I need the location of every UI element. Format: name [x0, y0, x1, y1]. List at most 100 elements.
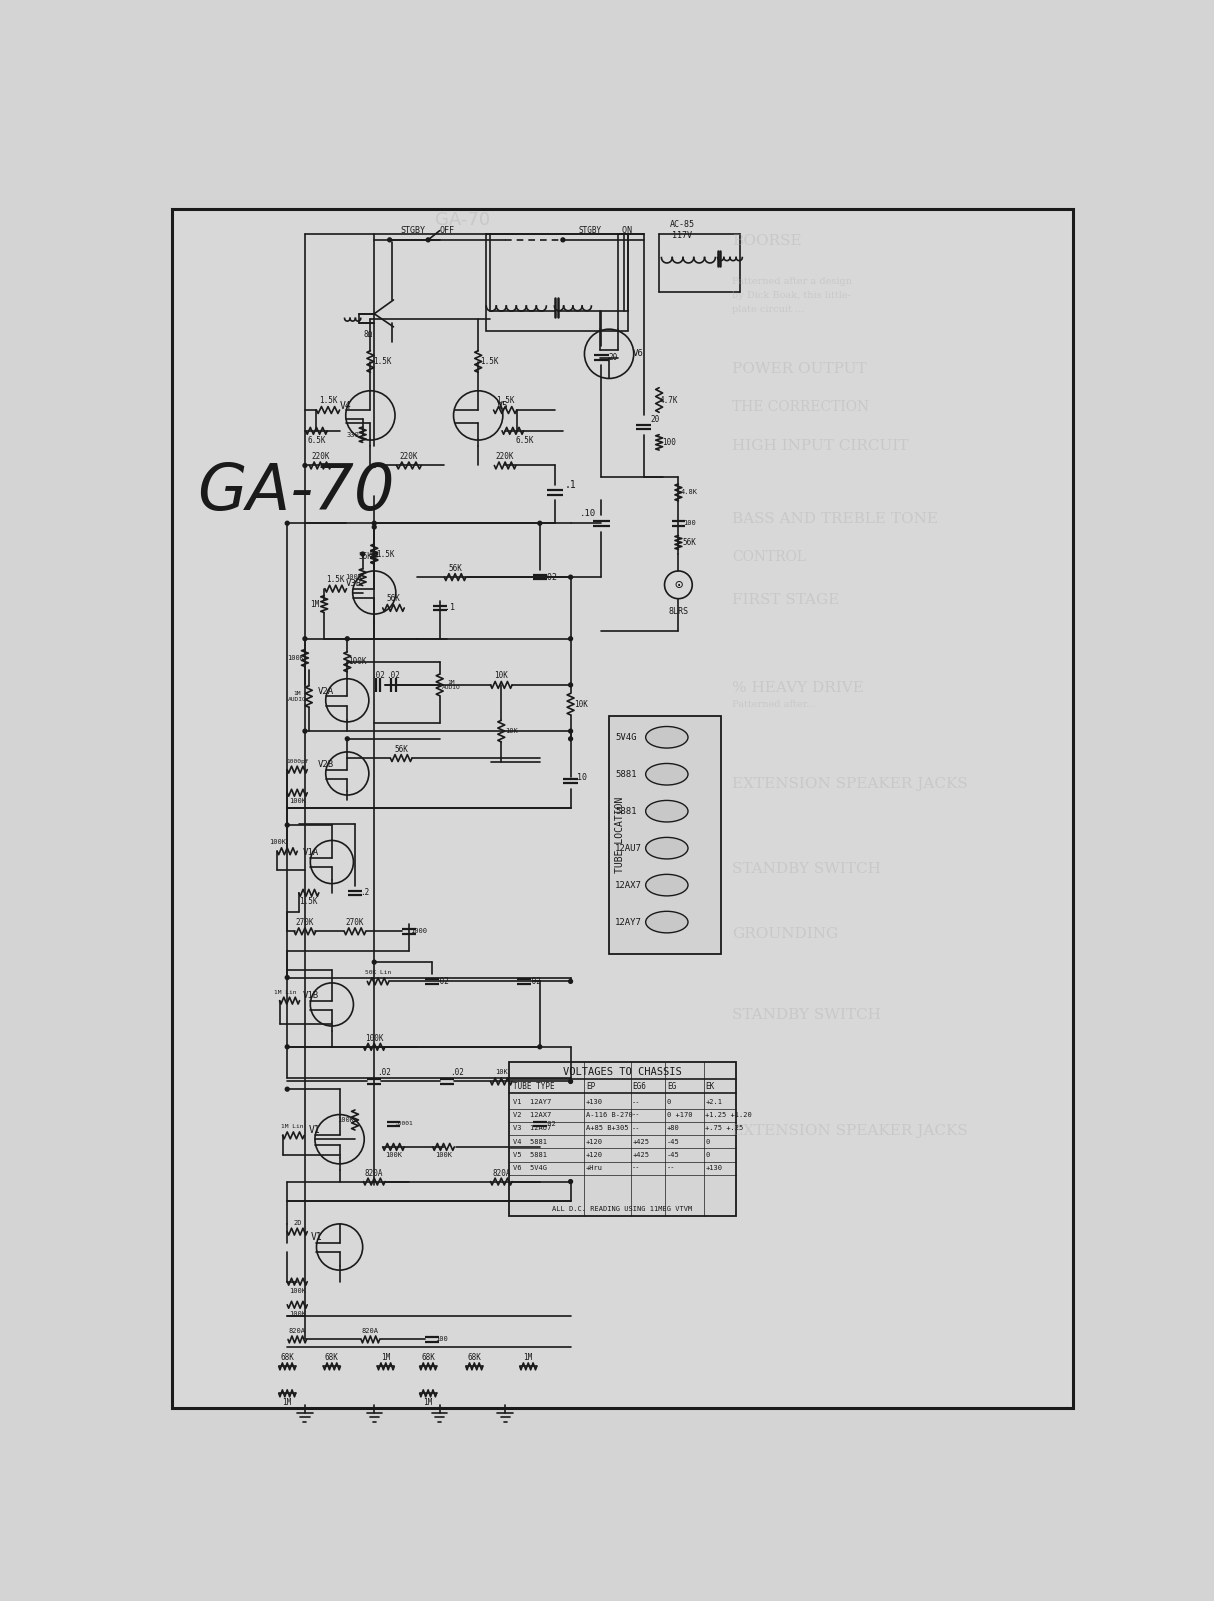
- Text: 100K: 100K: [385, 1153, 402, 1159]
- Text: 5881: 5881: [615, 807, 637, 815]
- Text: 100K: 100K: [288, 655, 305, 661]
- Text: 1M
AUDIO: 1M AUDIO: [442, 679, 460, 690]
- Text: V1A: V1A: [302, 849, 318, 857]
- Text: .1: .1: [444, 604, 455, 613]
- Text: V1: V1: [311, 1233, 323, 1242]
- Text: 56K: 56K: [395, 744, 408, 754]
- Circle shape: [285, 1087, 289, 1092]
- Text: .10: .10: [580, 509, 596, 519]
- Text: EP: EP: [586, 1082, 595, 1092]
- Text: THE CORRECTION: THE CORRECTION: [732, 400, 869, 415]
- Text: --: --: [632, 1100, 641, 1105]
- Circle shape: [538, 1045, 541, 1049]
- Text: --: --: [632, 1126, 641, 1132]
- Text: by Dick Boak, this little-: by Dick Boak, this little-: [732, 291, 851, 299]
- Text: 270K: 270K: [296, 919, 314, 927]
- Text: .0001: .0001: [395, 1121, 413, 1127]
- Text: 1M: 1M: [381, 1353, 391, 1362]
- Text: OFF: OFF: [439, 226, 455, 235]
- Text: ⊙: ⊙: [674, 578, 682, 592]
- Text: 1.5K: 1.5K: [319, 397, 337, 405]
- Text: V5  5881: V5 5881: [512, 1151, 546, 1158]
- Text: EXTENSION SPEAKER JACKS: EXTENSION SPEAKER JACKS: [732, 778, 968, 791]
- Text: GROUNDING: GROUNDING: [732, 927, 839, 941]
- Text: V6: V6: [632, 349, 643, 359]
- Text: 10K: 10K: [505, 728, 517, 735]
- Text: 100K: 100K: [289, 1287, 306, 1294]
- Circle shape: [568, 1180, 573, 1183]
- Circle shape: [361, 552, 364, 556]
- Text: 56K: 56K: [358, 552, 371, 560]
- Circle shape: [426, 239, 430, 242]
- Text: HIGH INPUT CIRCUIT: HIGH INPUT CIRCUIT: [732, 439, 909, 453]
- Text: 330: 330: [346, 432, 359, 437]
- Text: 117V: 117V: [673, 231, 692, 240]
- Text: 820A: 820A: [365, 1169, 384, 1178]
- Text: 220K: 220K: [495, 451, 515, 461]
- Text: .02: .02: [543, 573, 557, 581]
- Text: 1M
AUDIO: 1M AUDIO: [288, 692, 307, 701]
- Text: V2  12AX7: V2 12AX7: [512, 1111, 551, 1117]
- Text: 1.5K: 1.5K: [300, 897, 318, 906]
- Text: .02: .02: [544, 1121, 556, 1127]
- Text: -45: -45: [666, 1151, 680, 1158]
- Text: 100K: 100K: [337, 1117, 354, 1122]
- Text: Patterned after a design: Patterned after a design: [732, 277, 852, 287]
- Text: 220K: 220K: [311, 451, 329, 461]
- Circle shape: [568, 736, 573, 741]
- Circle shape: [285, 522, 289, 525]
- Text: 50K Lin: 50K Lin: [365, 970, 391, 975]
- Circle shape: [373, 961, 376, 964]
- Text: 100K: 100K: [435, 1153, 452, 1159]
- Text: 68K: 68K: [280, 1353, 294, 1362]
- Circle shape: [568, 1079, 573, 1084]
- Text: 6.5K: 6.5K: [515, 435, 534, 445]
- Text: STANDBY SWITCH: STANDBY SWITCH: [732, 861, 881, 876]
- Circle shape: [285, 823, 289, 828]
- Text: EXTENSION SPEAKER JACKS: EXTENSION SPEAKER JACKS: [732, 1124, 968, 1138]
- Text: 5881: 5881: [615, 770, 637, 778]
- Text: 56K: 56K: [386, 594, 401, 604]
- Text: 4.7K: 4.7K: [660, 395, 679, 405]
- Circle shape: [345, 736, 350, 741]
- Text: .2: .2: [361, 889, 369, 897]
- Ellipse shape: [646, 911, 688, 933]
- Circle shape: [561, 239, 565, 242]
- Text: STGBY: STGBY: [578, 226, 601, 235]
- Text: 12AY7: 12AY7: [615, 917, 642, 927]
- Text: 10: 10: [577, 773, 588, 781]
- Text: 100K: 100K: [365, 1034, 384, 1042]
- Text: 10K: 10K: [574, 700, 589, 709]
- Ellipse shape: [646, 874, 688, 897]
- Text: 6.5K: 6.5K: [307, 435, 325, 445]
- Circle shape: [373, 522, 376, 525]
- Text: V3B: V3B: [345, 580, 362, 588]
- Circle shape: [568, 575, 573, 580]
- Ellipse shape: [646, 837, 688, 860]
- Text: V5: V5: [497, 402, 509, 411]
- Circle shape: [304, 464, 307, 467]
- Text: +.75 +.25: +.75 +.25: [705, 1126, 744, 1132]
- Text: STGBY: STGBY: [401, 226, 425, 235]
- Ellipse shape: [646, 764, 688, 784]
- Text: plate circuit ...: plate circuit ...: [732, 304, 805, 314]
- Text: 100K: 100K: [270, 839, 287, 845]
- Text: 1.5K: 1.5K: [373, 357, 391, 367]
- Bar: [486, 234, 629, 331]
- Text: 820A: 820A: [492, 1169, 511, 1178]
- Text: A+85 B+305: A+85 B+305: [586, 1126, 629, 1132]
- Text: 1M Lin: 1M Lin: [274, 989, 297, 994]
- Text: 4.8K: 4.8K: [681, 490, 698, 495]
- Text: --: --: [632, 1111, 641, 1117]
- Text: +425: +425: [632, 1151, 649, 1158]
- Circle shape: [538, 522, 541, 525]
- Text: 100: 100: [662, 437, 676, 447]
- Text: 100K: 100K: [289, 799, 306, 804]
- Circle shape: [568, 728, 573, 733]
- Text: V2A: V2A: [318, 687, 334, 695]
- Text: 820A: 820A: [289, 1327, 306, 1334]
- Text: 100K: 100K: [345, 575, 362, 580]
- Text: 820A: 820A: [362, 1327, 379, 1334]
- Text: 8Ω: 8Ω: [363, 330, 373, 339]
- Text: 20: 20: [608, 354, 618, 362]
